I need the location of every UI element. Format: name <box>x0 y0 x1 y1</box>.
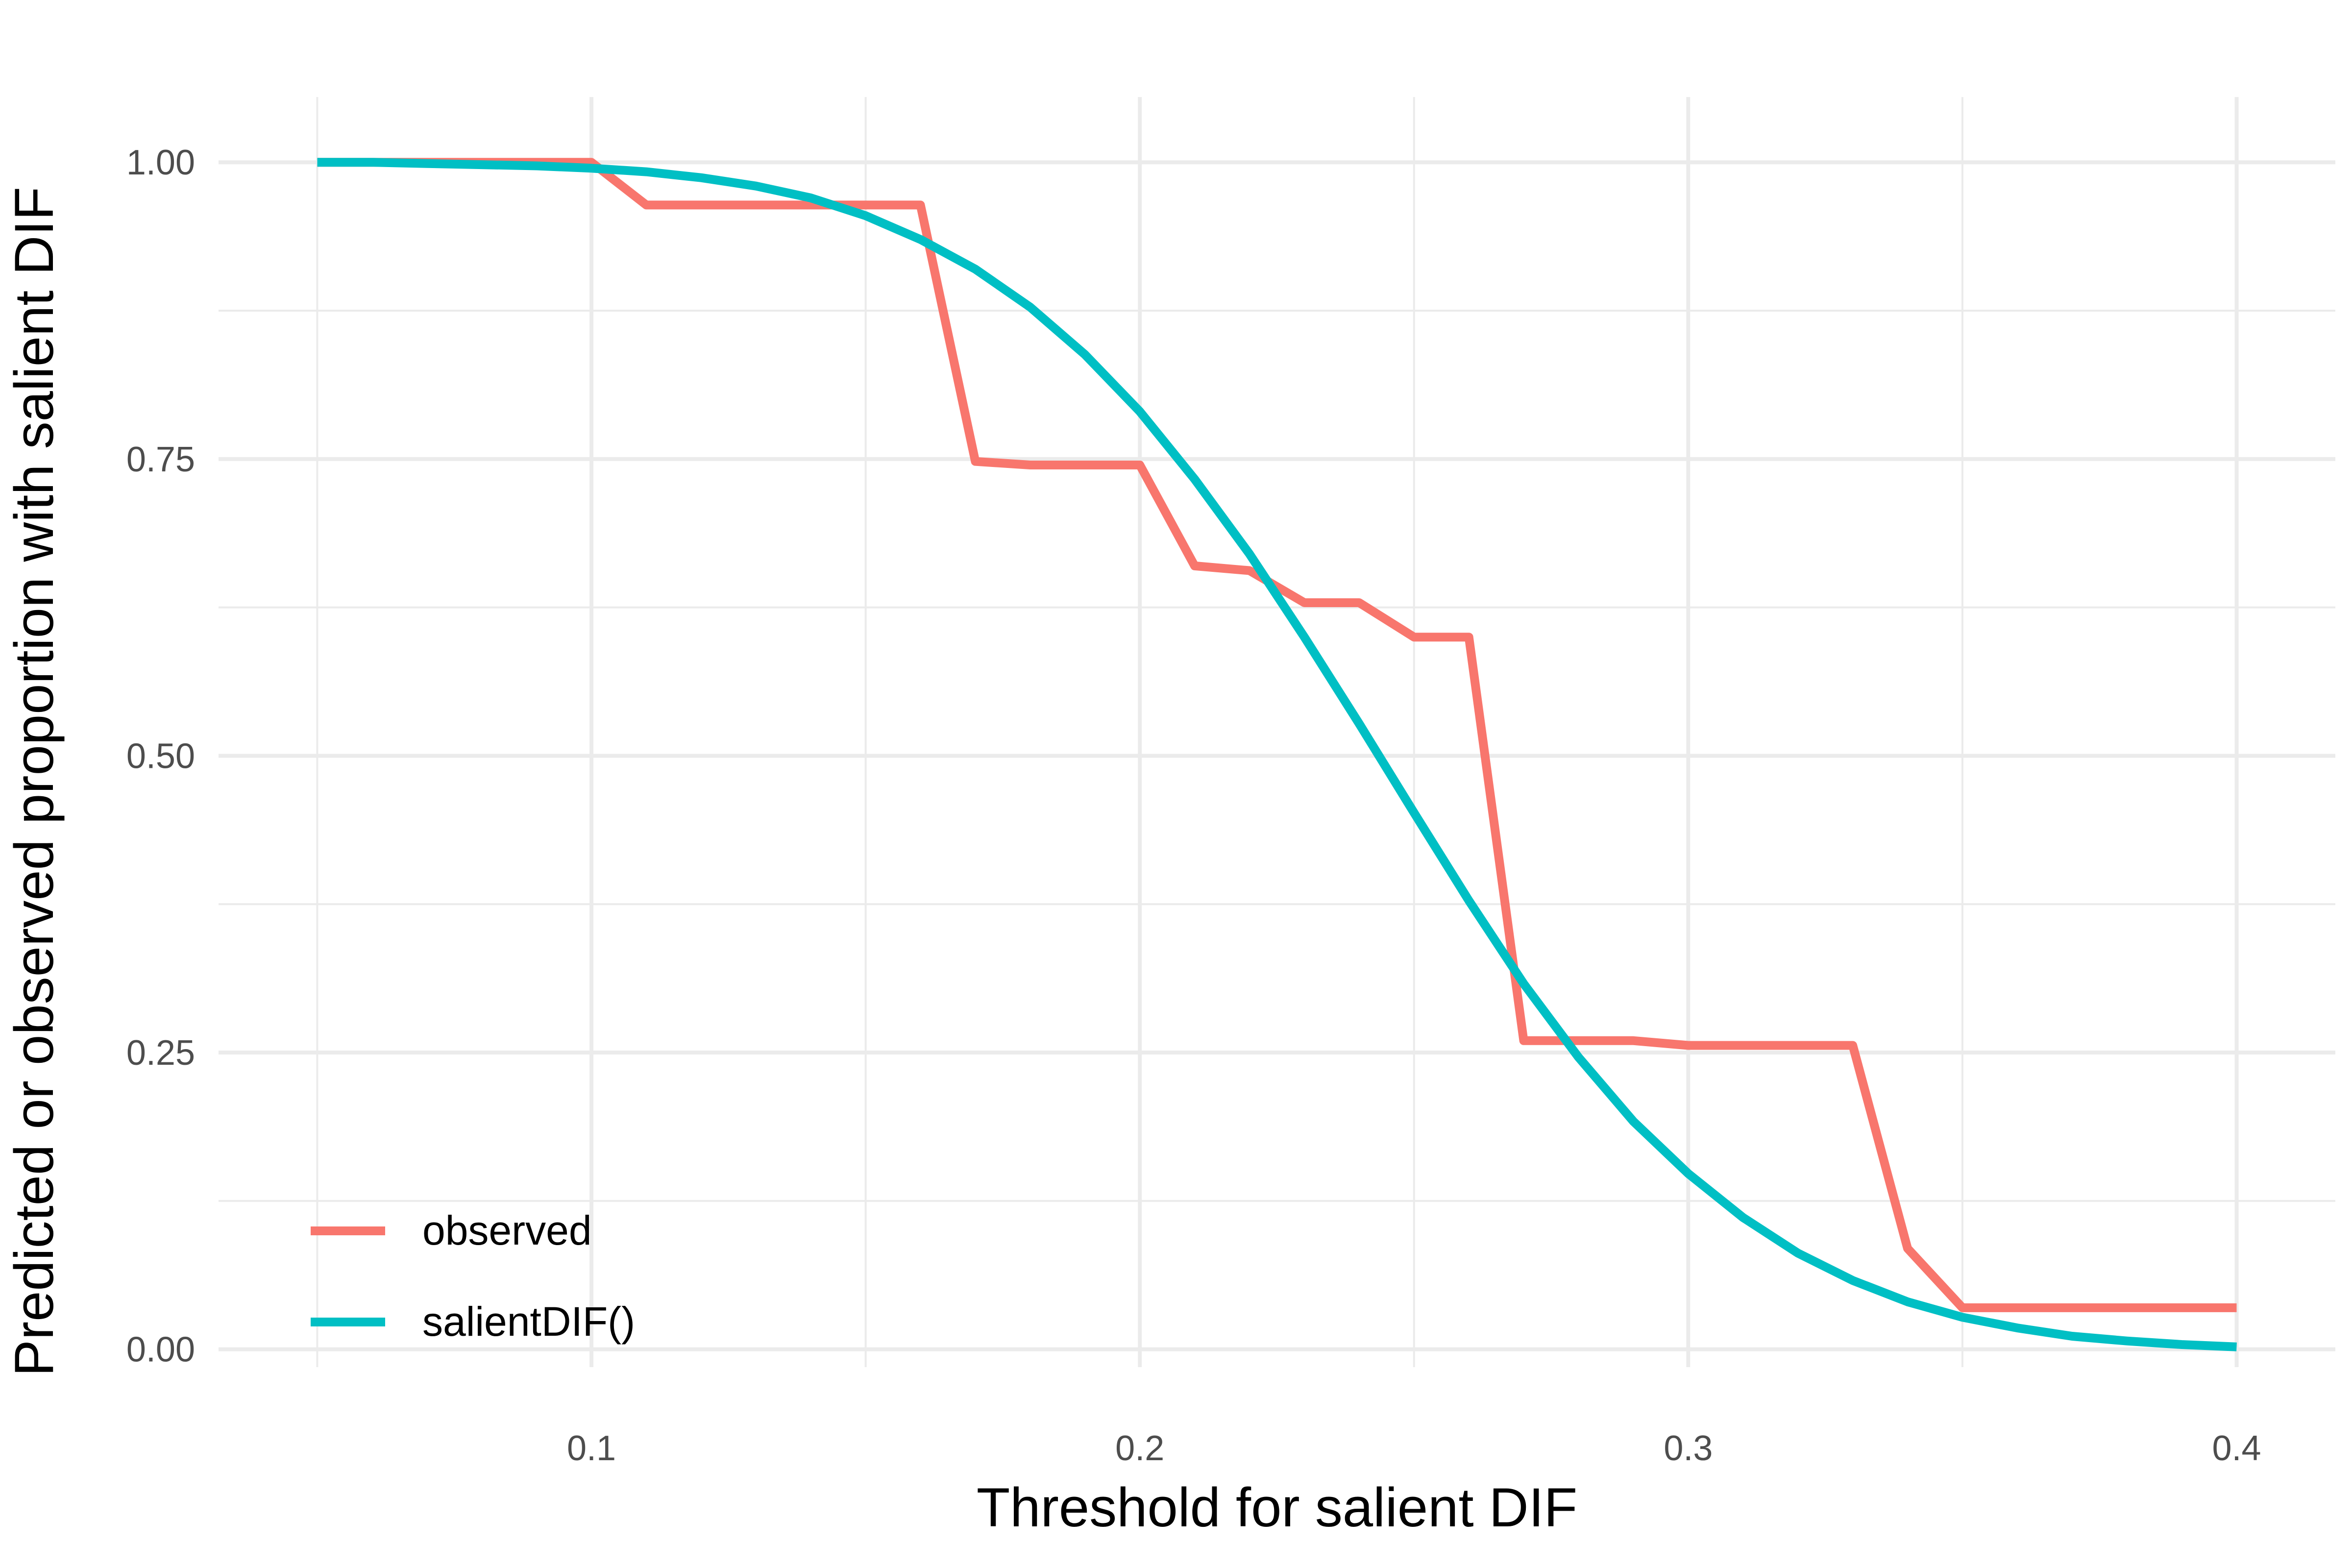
major-gridlines <box>219 97 2335 1367</box>
minor-gridlines <box>219 97 2335 1367</box>
y-tick-label: 0.75 <box>126 440 195 479</box>
y-tick-label: 0.25 <box>126 1033 195 1073</box>
series-line-observed <box>317 158 2237 1312</box>
series-line-salientdif <box>317 158 2237 1351</box>
x-tick-label: 0.4 <box>2212 1429 2261 1468</box>
x-tick-label: 0.2 <box>1115 1429 1164 1468</box>
y-tick-label: 0.00 <box>126 1330 195 1370</box>
x-tick-label: 0.1 <box>567 1429 616 1468</box>
x-tick-label: 0.3 <box>1664 1429 1713 1468</box>
y-tick-label: 1.00 <box>126 143 195 182</box>
legend: observed salientDIF() <box>311 1207 635 1345</box>
y-tick-label: 0.50 <box>126 736 195 776</box>
y-axis-tick-labels: 0.00 0.25 0.50 0.75 1.00 <box>126 143 195 1369</box>
series-lines <box>317 158 2237 1351</box>
y-axis-title: Predicted or observed proportion with sa… <box>3 187 65 1376</box>
legend-label-salientdif: salientDIF() <box>422 1298 635 1345</box>
legend-label-observed: observed <box>422 1207 592 1253</box>
x-axis-title: Threshold for salient DIF <box>977 1477 1577 1538</box>
x-axis-tick-labels: 0.1 0.2 0.3 0.4 <box>567 1429 2261 1468</box>
